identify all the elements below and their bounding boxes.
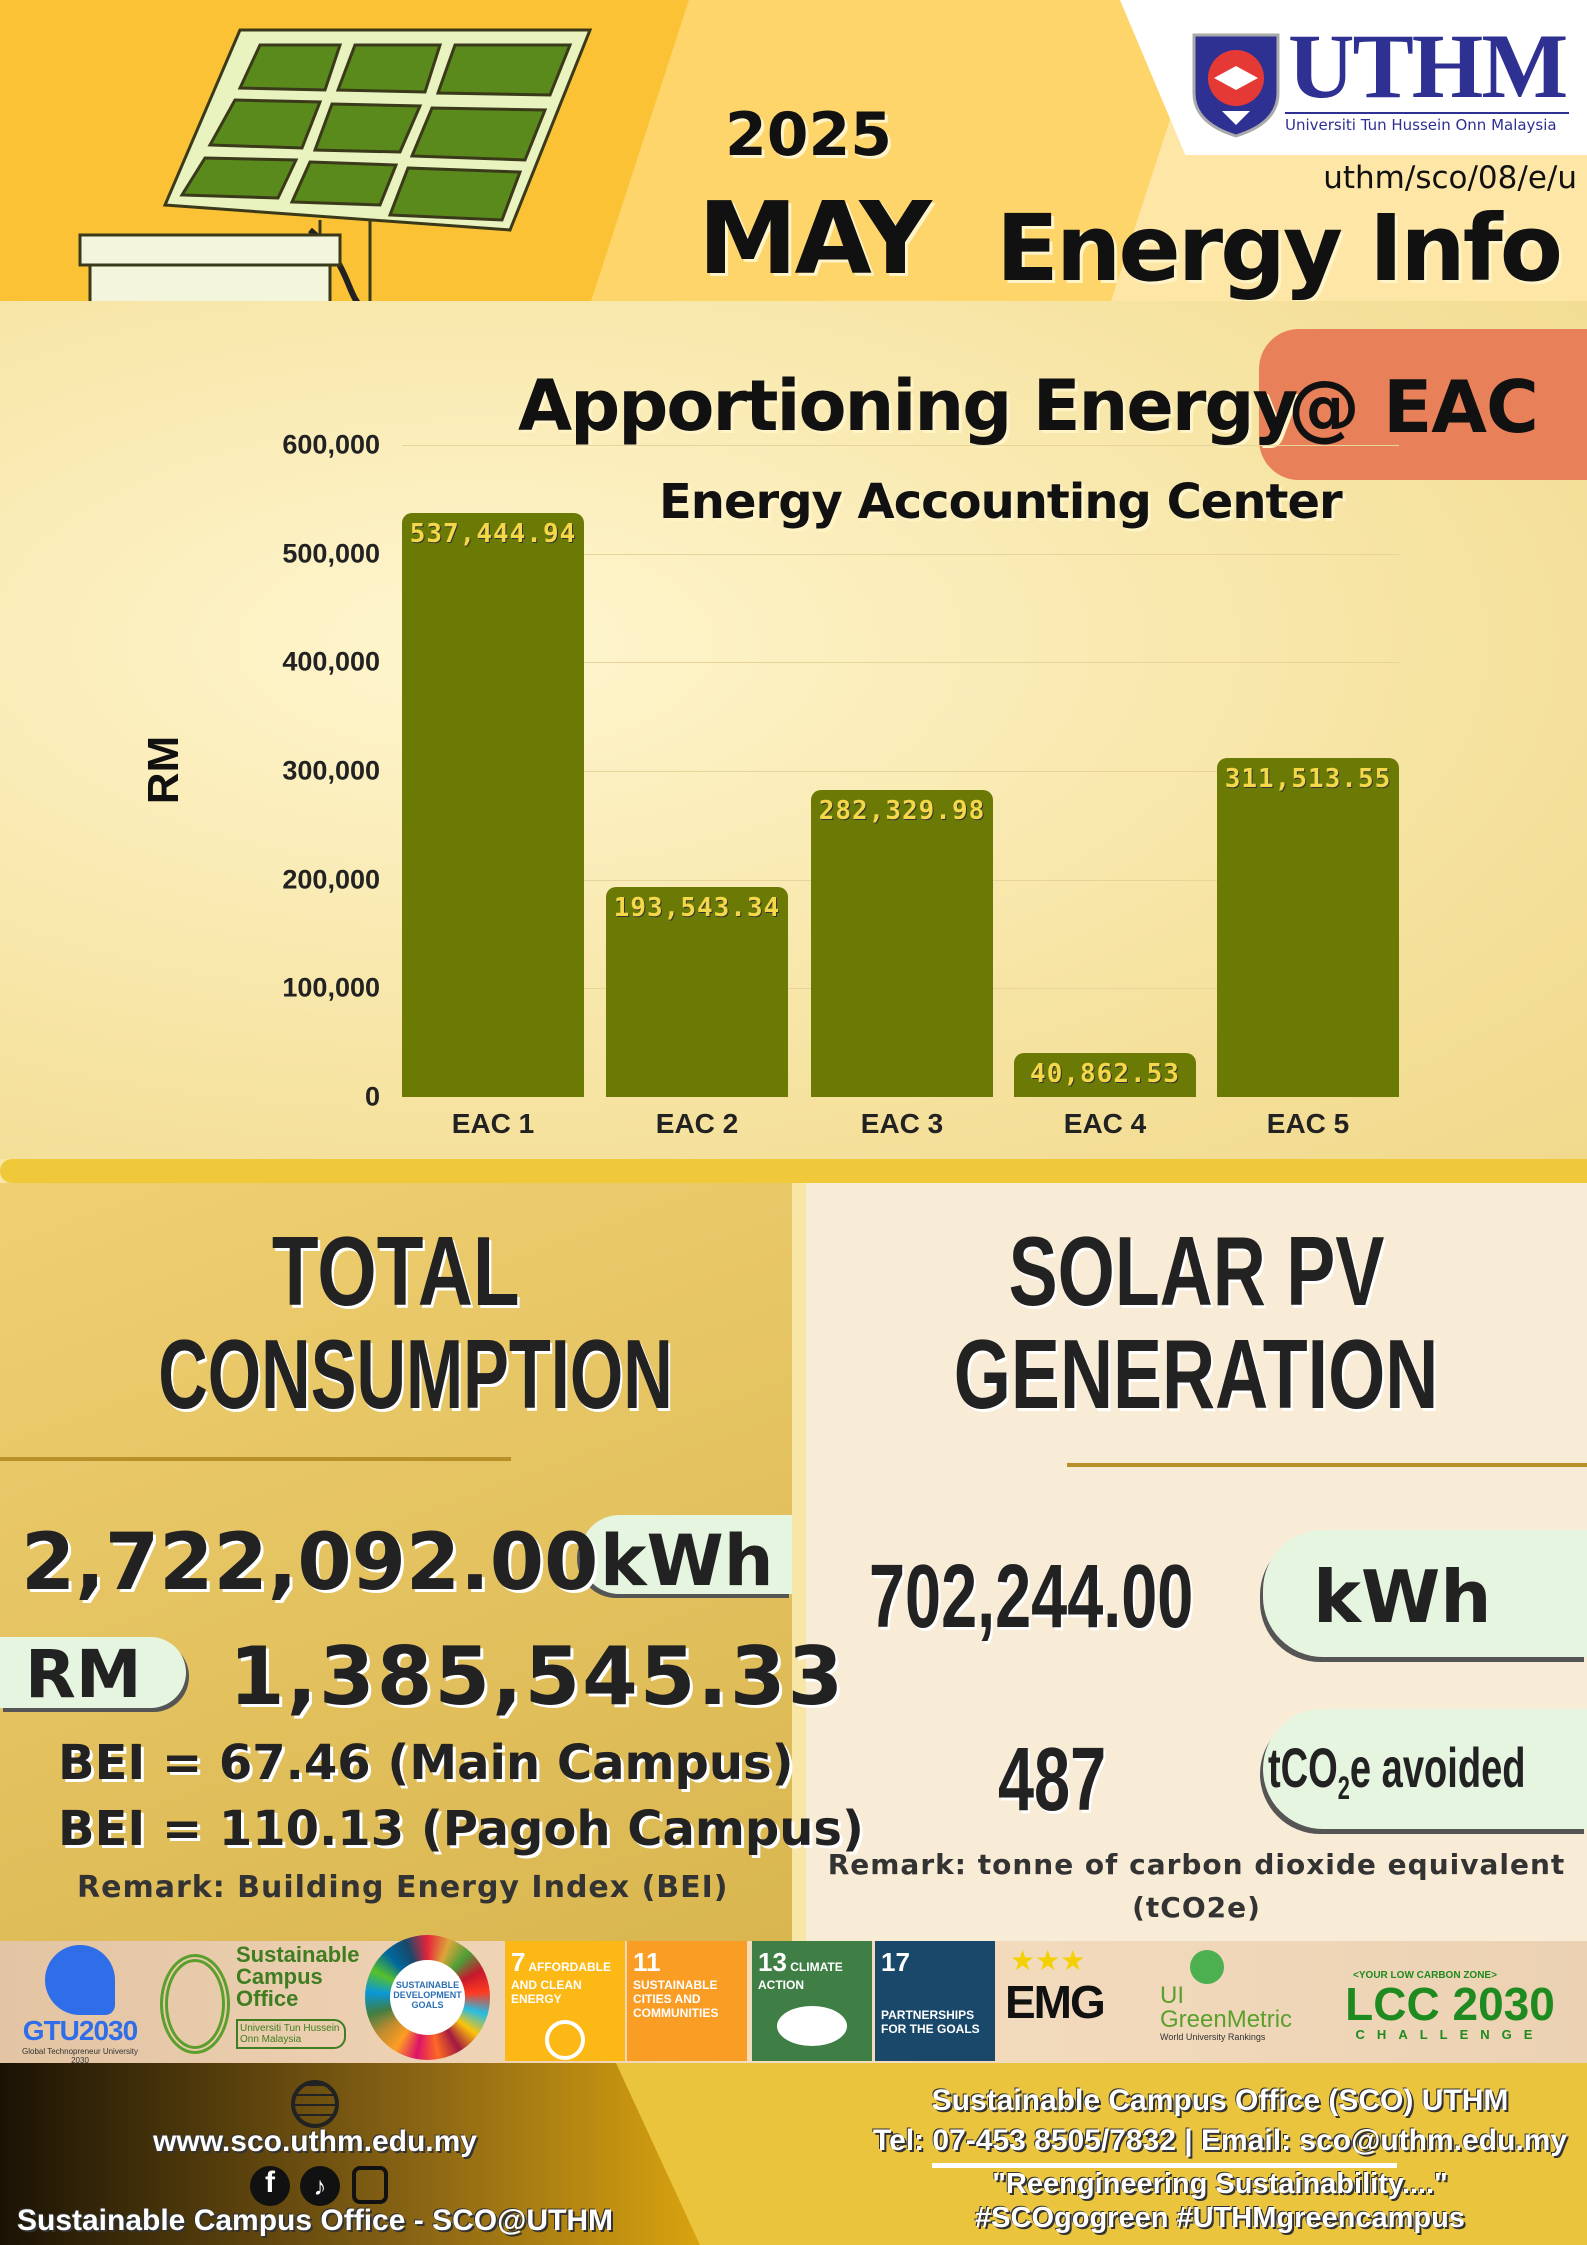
bar-data-label: 537,444.94 <box>409 518 577 549</box>
solar-kwh-unit: kWh <box>1313 1555 1492 1639</box>
sco-logo: Sustainable Campus Office Universiti Tun… <box>158 1944 359 2062</box>
bar-eac-2 <box>606 886 788 1097</box>
gtu2030-logo: GTU2030 Global Technopreneur University … <box>20 1945 140 2065</box>
sdg-wheel-logo: SUSTAINABLE DEVELOPMENT GOALS <box>365 1935 490 2060</box>
bei-remark: Remark: Building Energy Index (BEI) <box>77 1870 729 1905</box>
gridline <box>402 553 1399 555</box>
star-icon: ★★★ <box>1010 1944 1086 1977</box>
x-category-label: EAC 5 <box>1266 1108 1350 1139</box>
bar-data-label: 311,513.55 <box>1224 764 1392 795</box>
uthm-logo-subtitle: Universiti Tun Hussein Onn Malaysia <box>1285 112 1569 134</box>
consumption-title-1: TOTAL <box>272 1216 520 1326</box>
tiktok-icon[interactable]: ♪ <box>300 2166 340 2206</box>
gridline <box>402 445 1399 446</box>
divider-line <box>0 1457 511 1461</box>
bar-eac-5 <box>1217 758 1399 1097</box>
gridline <box>402 662 1399 664</box>
y-tick-label: 300,000 <box>282 755 380 786</box>
bar-data-label: 193,543.34 <box>613 892 781 923</box>
website-link[interactable]: www.sco.uthm.edu.my <box>153 2125 477 2158</box>
rm-label: RM <box>25 1636 142 1713</box>
y-tick-label: 100,000 <box>282 972 380 1003</box>
y-tick-label: 500,000 <box>282 538 380 569</box>
page-title: Energy Info <box>996 195 1563 302</box>
x-category-label: EAC 2 <box>655 1108 739 1139</box>
solar-kwh-pill <box>1263 1530 1587 1657</box>
footer-hashtags: #SCOgogreen #UTHMgreencampus <box>975 2202 1465 2234</box>
divider-line <box>932 2163 1397 2168</box>
sdg-11-tile: 11 SUSTAINABLE CITIES AND COMMUNITIES <box>627 1941 747 2061</box>
eac-badge <box>1259 329 1587 480</box>
footer-slogan: "Reengineering Sustainability...." <box>992 2168 1448 2200</box>
y-tick-label: 400,000 <box>282 646 380 677</box>
kwh-pill <box>580 1515 792 1594</box>
sdg-7-tile: 7 AFFORDABLE AND CLEAN ENERGY <box>505 1941 625 2061</box>
section-divider <box>0 1159 1587 1183</box>
sdg-17-tile: 17 PARTNERSHIPS FOR THE GOALS <box>875 1941 995 2061</box>
social-handle: Sustainable Campus Office - SCO@UTHM <box>16 2204 613 2237</box>
total-kwh-value: 2,722,092.00 <box>21 1518 599 1608</box>
facebook-icon[interactable]: f <box>250 2166 290 2206</box>
co2-remark-2: (tCO2e) <box>1132 1891 1261 1924</box>
bar-eac-4 <box>1014 1052 1196 1097</box>
chart-title: Apportioning Energy <box>518 365 1298 447</box>
co2-avoided-value: 487 <box>998 1730 1107 1830</box>
co2-unit: tCO2e avoided <box>1268 1736 1526 1807</box>
co2-pill <box>1263 1709 1587 1829</box>
x-category-label: EAC 3 <box>860 1108 944 1139</box>
lcc2030-logo: <YOUR LOW CARBON ZONE> LCC 2030 CHALLENG… <box>1345 1970 1555 2042</box>
bei-pagoh-campus: BEI = 110.13 (Pagoh Campus) <box>58 1801 864 1857</box>
footer-contact: Tel: 07-453 8505/7832 | Email: sco@uthm.… <box>872 2124 1568 2157</box>
globe-icon <box>291 2080 339 2128</box>
bar-data-label: 282,329.98 <box>818 796 986 827</box>
y-tick-label: 0 <box>364 1081 380 1112</box>
total-kwh-unit: kWh <box>600 1520 774 1602</box>
bar-eac-3 <box>811 790 993 1097</box>
y-tick-label: 200,000 <box>282 864 380 895</box>
ui-greenmetric-logo: UI GreenMetric World University Rankings <box>1160 1950 1292 2042</box>
chart-title-badge: @ EAC <box>1288 365 1539 449</box>
uthm-crest-icon <box>1192 33 1280 138</box>
bei-main-campus: BEI = 67.46 (Main Campus) <box>58 1735 794 1791</box>
footer-org: Sustainable Campus Office (SCO) UTHM <box>931 2084 1509 2117</box>
co2-remark-1: Remark: tonne of carbon dioxide equivale… <box>827 1848 1566 1881</box>
reference-code: uthm/sco/08/e/u <box>1323 160 1577 196</box>
report-month: MAY <box>698 180 932 297</box>
chart-subtitle: Energy Accounting Center <box>659 474 1343 530</box>
report-year: 2025 <box>725 100 892 170</box>
gridline <box>402 771 1399 772</box>
emg-logo: EMG <box>1005 1976 1106 2028</box>
solar-kwh-value: 702,244.00 <box>869 1547 1194 1647</box>
rm-pill <box>0 1637 186 1708</box>
bar-eac-1 <box>402 512 584 1097</box>
y-axis-label: RM <box>139 735 189 805</box>
instagram-icon[interactable] <box>352 2166 388 2204</box>
x-category-label: EAC 1 <box>451 1108 535 1139</box>
sdg-13-tile: 13 CLIMATE ACTION <box>752 1941 872 2061</box>
total-rm-value: 1,385,545.33 <box>229 1630 846 1723</box>
divider-line <box>1067 1463 1587 1467</box>
footer <box>0 2063 1587 2245</box>
y-tick-label: 600,000 <box>282 429 380 460</box>
bar-data-label: 40,862.53 <box>1030 1058 1180 1089</box>
x-category-label: EAC 4 <box>1063 1108 1147 1139</box>
solar-title-1: SOLAR PV <box>1008 1216 1385 1326</box>
consumption-title-2: CONSUMPTION <box>157 1319 673 1429</box>
uthm-logo-text: UTHM <box>1288 15 1568 117</box>
solar-title-2: GENERATION <box>954 1319 1439 1429</box>
